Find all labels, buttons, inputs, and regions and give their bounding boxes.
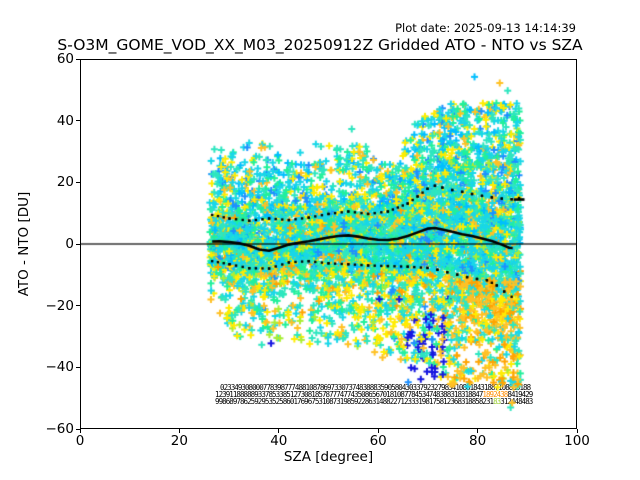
x-tick-label: 0 [75, 433, 85, 449]
plot-title: S-O3M_GOME_VOD_XX_M03_20250912Z Gridded … [57, 36, 583, 54]
x-tick-mark [278, 429, 280, 433]
y-tick-label: 0 [65, 236, 74, 252]
y-tick-mark [76, 243, 80, 245]
x-tick-mark [178, 429, 180, 433]
x-tick-label: 60 [369, 433, 387, 449]
x-tick-label: 40 [270, 433, 288, 449]
y-tick-label: 40 [56, 112, 74, 129]
y-tick-label: 60 [56, 51, 74, 67]
y-tick-mark [76, 181, 80, 183]
x-tick-label: 20 [170, 433, 188, 449]
y-tick-label: −20 [45, 297, 75, 314]
y-tick-mark [76, 428, 80, 430]
x-axis-label: SZA [degree] [283, 449, 374, 465]
y-tick-mark [76, 305, 80, 307]
x-tick-mark [377, 429, 379, 433]
y-axis-label: ATO - NTO [DU] [16, 191, 32, 297]
plot-date: Plot date: 2025-09-13 14:14:39 [395, 21, 576, 35]
x-tick-label: 80 [469, 433, 487, 449]
y-tick-mark [76, 120, 80, 122]
y-tick-label: −60 [45, 421, 75, 437]
y-tick-mark [76, 366, 80, 368]
y-tick-label: 20 [56, 174, 74, 191]
x-tick-label: 100 [564, 433, 590, 449]
y-tick-label: −40 [45, 359, 75, 376]
y-tick-mark [76, 58, 80, 60]
x-tick-mark [477, 429, 479, 433]
x-tick-mark [79, 429, 81, 433]
x-tick-mark [576, 429, 578, 433]
scatter-plot-canvas [81, 60, 576, 428]
